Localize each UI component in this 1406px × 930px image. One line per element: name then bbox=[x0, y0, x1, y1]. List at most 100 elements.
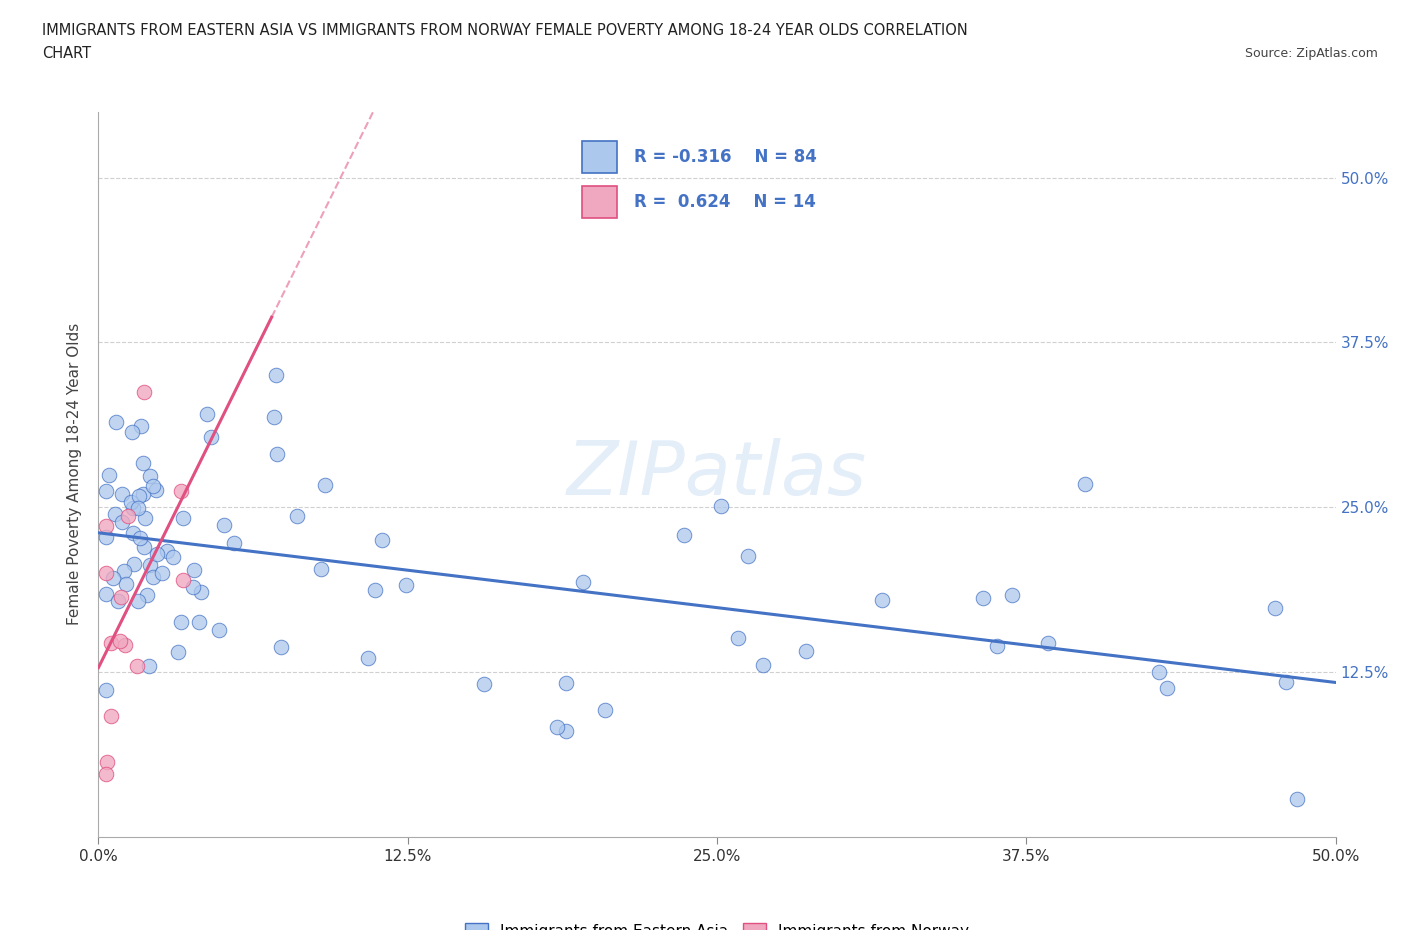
Point bbox=[357, 650, 380, 665]
Point bbox=[122, 556, 145, 571]
Point bbox=[94, 586, 117, 601]
Point bbox=[1147, 665, 1170, 680]
Point bbox=[127, 658, 149, 673]
Point bbox=[208, 622, 231, 637]
Point bbox=[96, 755, 118, 770]
Point bbox=[1038, 635, 1060, 650]
Point bbox=[395, 578, 418, 592]
Point bbox=[122, 500, 145, 515]
Point bbox=[117, 509, 139, 524]
Point bbox=[167, 644, 190, 659]
Point bbox=[555, 724, 578, 738]
Point bbox=[134, 511, 156, 525]
Point bbox=[752, 658, 775, 672]
Point bbox=[266, 446, 288, 461]
Point bbox=[200, 430, 222, 445]
Text: Source: ZipAtlas.com: Source: ZipAtlas.com bbox=[1244, 46, 1378, 60]
Point bbox=[363, 582, 385, 597]
Point bbox=[870, 592, 893, 607]
Point bbox=[134, 385, 156, 400]
Point bbox=[222, 536, 245, 551]
Point bbox=[135, 588, 157, 603]
Point bbox=[546, 720, 568, 735]
Point bbox=[111, 486, 134, 501]
Point bbox=[972, 591, 994, 605]
Point bbox=[172, 573, 194, 588]
Point bbox=[155, 544, 177, 559]
Point bbox=[94, 529, 117, 544]
Point bbox=[572, 575, 595, 590]
Point bbox=[121, 424, 143, 439]
Text: IMMIGRANTS FROM EASTERN ASIA VS IMMIGRANTS FROM NORWAY FEMALE POVERTY AMONG 18-2: IMMIGRANTS FROM EASTERN ASIA VS IMMIGRAN… bbox=[42, 23, 967, 38]
Point bbox=[555, 676, 578, 691]
Point bbox=[270, 640, 292, 655]
Point bbox=[986, 639, 1008, 654]
Point bbox=[370, 533, 392, 548]
Point bbox=[195, 406, 218, 421]
Y-axis label: Female Poverty Among 18-24 Year Olds: Female Poverty Among 18-24 Year Olds bbox=[67, 324, 83, 626]
Point bbox=[737, 549, 759, 564]
Point bbox=[1285, 791, 1308, 806]
Point bbox=[110, 590, 132, 604]
Legend: Immigrants from Eastern Asia, Immigrants from Norway: Immigrants from Eastern Asia, Immigrants… bbox=[458, 917, 976, 930]
Point bbox=[105, 415, 128, 430]
Point bbox=[115, 577, 138, 591]
Point bbox=[98, 468, 121, 483]
Point bbox=[139, 557, 162, 572]
Point bbox=[107, 594, 129, 609]
Point bbox=[132, 539, 155, 554]
Point bbox=[94, 565, 117, 580]
Point bbox=[593, 703, 616, 718]
Point bbox=[138, 658, 160, 673]
Point bbox=[212, 518, 235, 533]
Point bbox=[263, 409, 285, 424]
Point bbox=[142, 570, 165, 585]
Point bbox=[172, 511, 194, 525]
Point bbox=[94, 683, 117, 698]
Point bbox=[120, 494, 142, 509]
Point bbox=[104, 507, 127, 522]
Point bbox=[128, 489, 150, 504]
Point bbox=[142, 478, 165, 493]
Point bbox=[1156, 681, 1178, 696]
Point bbox=[190, 584, 212, 599]
Point bbox=[162, 550, 184, 565]
Point bbox=[114, 637, 136, 652]
Point bbox=[472, 677, 495, 692]
Point bbox=[673, 527, 696, 542]
Point bbox=[285, 509, 308, 524]
Point bbox=[100, 636, 122, 651]
Point bbox=[710, 498, 733, 513]
Point bbox=[100, 709, 122, 724]
Point bbox=[309, 562, 332, 577]
Point bbox=[127, 593, 149, 608]
Point bbox=[1074, 476, 1097, 491]
Point bbox=[94, 766, 117, 781]
Point bbox=[169, 615, 191, 630]
Point bbox=[181, 580, 204, 595]
Point bbox=[266, 368, 288, 383]
Point bbox=[314, 477, 336, 492]
Point bbox=[112, 564, 135, 578]
Point bbox=[121, 525, 143, 540]
Point bbox=[132, 455, 155, 470]
Point bbox=[150, 566, 173, 581]
Point bbox=[127, 501, 149, 516]
Point bbox=[170, 484, 193, 498]
Point bbox=[183, 563, 205, 578]
Point bbox=[94, 519, 117, 534]
Point bbox=[794, 644, 817, 658]
Point bbox=[108, 633, 131, 648]
Point bbox=[94, 483, 117, 498]
Point bbox=[146, 547, 169, 562]
Point bbox=[129, 418, 152, 433]
Text: ZIPatlas: ZIPatlas bbox=[567, 438, 868, 511]
Point bbox=[1275, 674, 1298, 689]
Point bbox=[103, 570, 125, 585]
Point bbox=[139, 469, 162, 484]
Point bbox=[187, 615, 209, 630]
Point bbox=[111, 515, 134, 530]
Point bbox=[128, 530, 150, 545]
Point bbox=[1001, 587, 1024, 602]
Point bbox=[727, 631, 749, 645]
